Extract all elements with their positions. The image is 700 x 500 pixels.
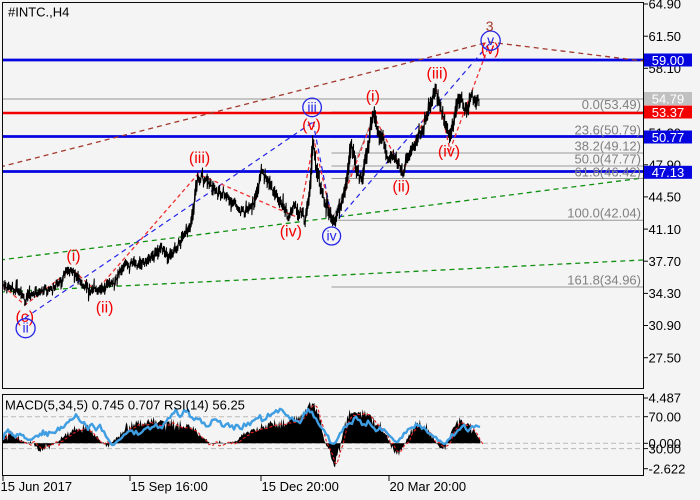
svg-text:15 Sep 16:00: 15 Sep 16:00 [131,479,208,494]
svg-text:59.00: 59.00 [652,53,685,68]
svg-text:41.10: 41.10 [649,222,682,237]
svg-text:(iv): (iv) [280,224,302,241]
svg-text:(iii): (iii) [427,66,448,83]
svg-text:(v): (v) [302,117,321,134]
svg-text:27.50: 27.50 [649,350,682,365]
svg-text:4.487: 4.487 [649,391,682,406]
svg-text:38.2(49.12): 38.2(49.12) [575,139,642,154]
svg-text:(c): (c) [15,309,34,326]
svg-text:v: v [487,32,494,48]
svg-text:70.00: 70.00 [649,409,682,424]
svg-text:100.0(42.04): 100.0(42.04) [567,206,641,221]
svg-text:(i): (i) [366,89,380,106]
svg-text:(ii): (ii) [392,179,410,196]
svg-text:47.13: 47.13 [652,165,685,180]
svg-text:(iv): (iv) [438,144,460,161]
svg-text:53.37: 53.37 [652,105,685,120]
svg-text:54.79: 54.79 [652,91,685,106]
svg-text:(ii): (ii) [96,300,114,317]
svg-text:15 Jun 2017: 15 Jun 2017 [1,479,73,494]
svg-text:61.8(46.42): 61.8(46.42) [575,165,642,180]
svg-text:-2.622: -2.622 [649,461,686,476]
svg-text:20 Mar 20:00: 20 Mar 20:00 [390,479,467,494]
svg-text:ii: ii [22,320,28,336]
svg-text:0.0(53.49): 0.0(53.49) [582,97,641,112]
svg-text:30.00: 30.00 [649,441,682,456]
svg-text:15 Dec 20:00: 15 Dec 20:00 [262,479,339,494]
svg-text:(v): (v) [481,41,500,58]
svg-text:34.30: 34.30 [649,286,682,301]
svg-text:3: 3 [486,18,494,34]
svg-text:50.77: 50.77 [652,130,685,145]
svg-text:64.90: 64.90 [649,0,682,12]
svg-text:MACD(5,34,5) 0.745 0.707 RSI(1: MACD(5,34,5) 0.745 0.707 RSI(14) 56.25 [5,398,245,413]
svg-text:44.50: 44.50 [649,190,682,205]
svg-text:iii: iii [307,99,316,115]
svg-text:(i): (i) [66,248,80,265]
svg-text:161.8(34.96): 161.8(34.96) [567,273,641,288]
svg-text:50.0(47.77): 50.0(47.77) [575,152,642,167]
svg-text:61.50: 61.50 [649,29,682,44]
svg-text:30.90: 30.90 [649,318,682,333]
svg-text:23.6(50.79): 23.6(50.79) [575,123,642,138]
svg-text:(iii): (iii) [189,150,210,167]
svg-text:37.70: 37.70 [649,254,682,269]
svg-text:0.000: 0.000 [649,436,682,451]
svg-text:#INTC.,H4: #INTC.,H4 [8,5,69,20]
svg-text:iv: iv [327,228,337,244]
